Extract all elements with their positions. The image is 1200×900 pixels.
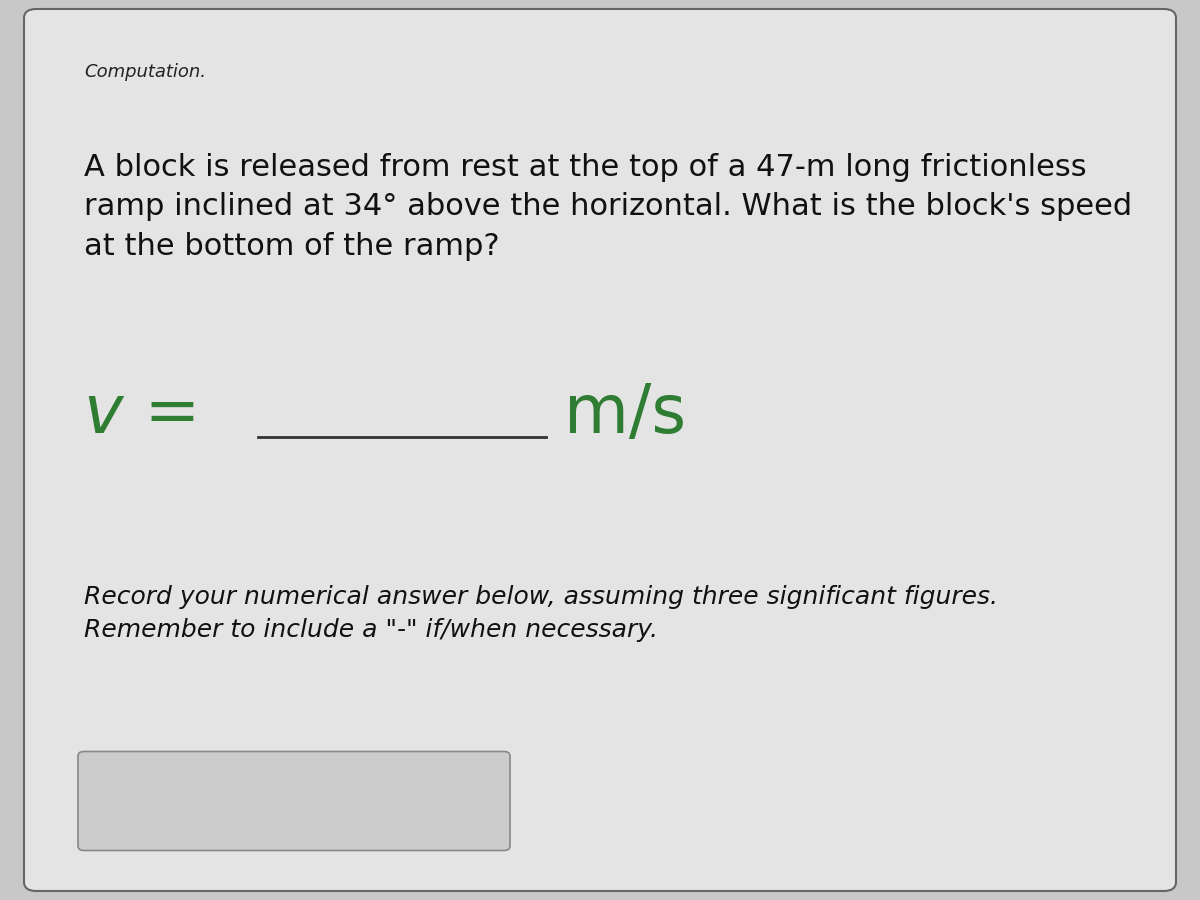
Text: m/s: m/s bbox=[564, 381, 686, 447]
Text: A block is released from rest at the top of a 47-m long frictionless
ramp inclin: A block is released from rest at the top… bbox=[84, 153, 1132, 261]
Text: v =: v = bbox=[84, 381, 200, 447]
Text: Computation.: Computation. bbox=[84, 63, 206, 81]
Text: Record your numerical answer below, assuming three significant figures.
Remember: Record your numerical answer below, assu… bbox=[84, 585, 998, 643]
FancyBboxPatch shape bbox=[78, 752, 510, 850]
FancyBboxPatch shape bbox=[24, 9, 1176, 891]
